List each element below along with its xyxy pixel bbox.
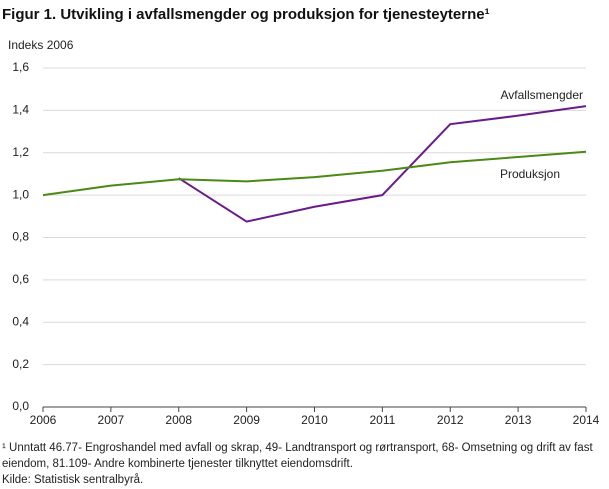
x-tick-label: 2011 (369, 413, 395, 427)
x-tick-label: 2013 (505, 413, 532, 427)
series-label: Produksjon (500, 167, 560, 181)
x-tick-label: 2006 (30, 413, 57, 427)
y-tick-label: 0,6 (12, 272, 29, 286)
y-tick-label: 0,2 (12, 357, 29, 371)
x-tick-label: 2007 (98, 413, 125, 427)
series-label: Avfallsmengder (501, 88, 584, 102)
footnote: ¹ Unntatt 46.77- Engroshandel med avfall… (2, 442, 593, 470)
x-tick-label: 2009 (233, 413, 260, 427)
chart-title: Figur 1. Utvikling i avfallsmengder og p… (2, 6, 490, 23)
chart: 0,0 0,2 0,4 0,6 0,8 1,0 1,2 1,4 1,6 2006 2007 2008 2… (12, 60, 600, 427)
y-tick-label: 0,4 (12, 314, 29, 328)
series-line (178, 105, 587, 223)
series-line (42, 150, 587, 197)
y-tick-label: 1,0 (12, 187, 29, 201)
x-tick-label: 2012 (437, 413, 464, 427)
y-tick-label: 1,4 (12, 103, 29, 117)
y-tick-label: 1,2 (12, 145, 29, 159)
footnotes: ¹ Unntatt 46.77- Engroshandel med avfall… (2, 440, 602, 488)
source: Kilde: Statistisk sentralbyrå. (2, 474, 144, 486)
x-tick-label: 2014 (573, 413, 600, 427)
x-tick-label: 2010 (301, 413, 328, 427)
y-tick-label: 0,8 (12, 230, 29, 244)
y-axis-label: Indeks 2006 (8, 38, 74, 52)
y-tick-label: 0,0 (12, 399, 29, 413)
y-tick-label: 1,6 (12, 60, 29, 74)
x-tick-label: 2008 (165, 413, 192, 427)
